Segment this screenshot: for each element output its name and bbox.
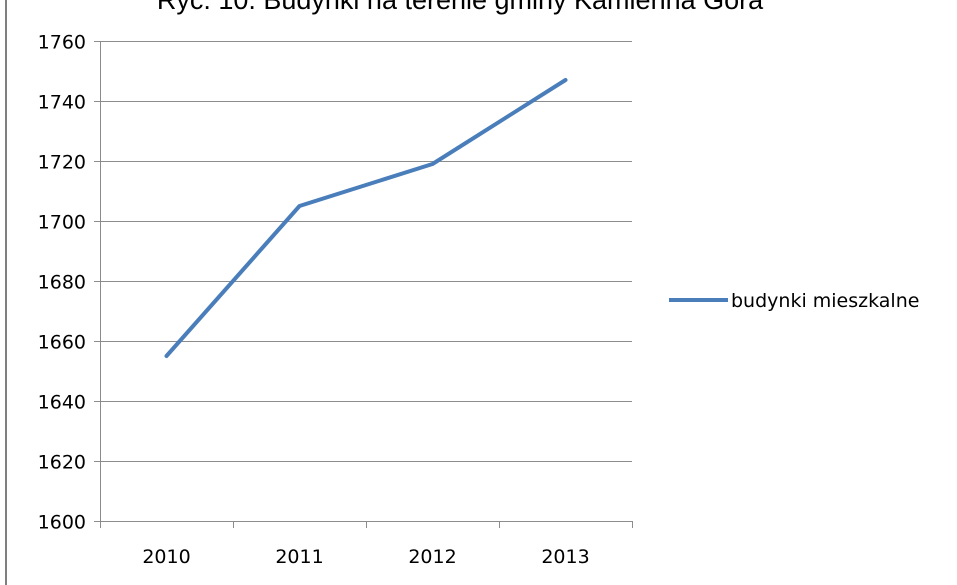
y-tick-label: 1680 (38, 272, 86, 294)
y-tick-label: 1720 (38, 152, 86, 174)
axes (94, 41, 633, 528)
y-tick-label: 1660 (38, 332, 86, 354)
x-tick-label: 2013 (541, 546, 589, 568)
x-tick-label: 2010 (142, 546, 190, 568)
series-line-budynki-mieszkalne (167, 80, 566, 356)
y-tick-label: 1620 (38, 452, 86, 474)
y-tick-label: 1600 (38, 512, 86, 534)
x-tick-label: 2011 (275, 546, 323, 568)
series-lines (166, 80, 565, 356)
gridlines (100, 42, 632, 462)
legend: budynki mieszkalne (669, 290, 919, 312)
x-tick-label: 2012 (408, 546, 456, 568)
y-tick-label: 1740 (38, 92, 86, 114)
y-tick-label: 1640 (38, 392, 86, 414)
x-axis-tick-labels: 2010 2011 2012 2013 (142, 546, 589, 568)
y-tick-label: 1700 (38, 212, 86, 234)
y-axis-tick-labels: 1600 1620 1640 1660 1680 1700 1720 1740 1760 (38, 32, 86, 534)
y-tick-label: 1760 (38, 32, 86, 54)
legend-label: budynki mieszkalne (731, 290, 919, 312)
